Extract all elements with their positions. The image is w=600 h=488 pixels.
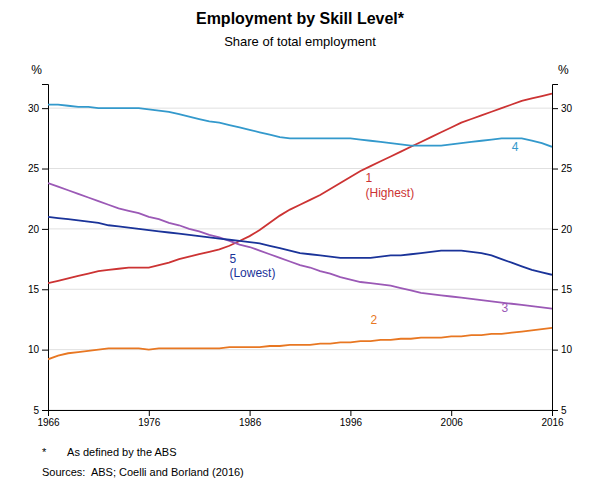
tick: 20 [28,224,48,235]
tick-label: 5 [561,405,567,416]
tick-mark [42,108,48,109]
tick: 2006 [441,410,464,428]
grid [48,108,552,410]
tick: 1976 [138,410,161,428]
lines [48,94,552,360]
tick: 30 [552,103,573,114]
tick-mark [149,410,150,416]
y-axis: 5 10 15 20 25 30 [28,85,49,416]
tick-label: 30 [28,103,40,114]
x-axis: 1966 1976 1986 1996 2006 2016 [37,410,564,428]
tick: 10 [552,344,573,355]
y2-axis-label: % [558,63,569,77]
tick-label: 1996 [340,417,363,428]
tick: 1986 [239,410,262,428]
tick-mark [552,410,558,411]
chart: Employment by Skill Level* Share of total… [0,0,600,488]
annotation: (Lowest) [229,266,275,280]
tick-mark [552,289,558,290]
tick-label: 25 [28,163,40,174]
tick-label: 2006 [441,417,464,428]
tick-mark [42,350,48,351]
series-line [48,217,552,275]
tick-label: 20 [28,224,40,235]
grid-line [48,228,552,229]
plot: 1966197619861996200620165101520253051015… [28,63,573,428]
annotations: 1(Highest) 2 3 4 5(Lowest) [229,140,518,327]
y2-axis-line [553,85,559,411]
tick-mark [42,229,48,230]
tick: 5 [552,405,567,416]
tick-mark [451,410,452,416]
tick: 20 [552,224,573,235]
tick-mark [552,229,558,230]
x-axis-line [49,411,553,417]
tick-mark [250,410,251,416]
tick-label: 15 [561,284,573,295]
tick-label: 1986 [239,417,262,428]
tick: 1996 [340,410,363,428]
tick-label: 10 [561,344,573,355]
subtitle: Share of total employment [224,34,376,49]
annotation: 3 [502,301,509,315]
tick-label: 2016 [541,417,564,428]
title: Employment by Skill Level* [196,10,405,27]
tick: 5 [33,405,48,416]
annotation: 2 [371,313,378,327]
tick-mark [42,289,48,290]
annotation: 5 [229,252,236,266]
y-axis-line [42,85,49,411]
tick: 30 [28,103,48,114]
annotation: (Highest) [366,186,415,200]
tick: 15 [552,284,573,295]
tick-label: 20 [561,224,573,235]
footnote: * As defined by the ABS [42,446,177,458]
grid-line [48,289,552,290]
tick-label: 25 [561,163,573,174]
annotation: 4 [512,140,519,154]
tick: 10 [28,344,48,355]
tick-mark [552,350,558,351]
y-axis-label: % [31,63,42,77]
series-line [48,105,552,147]
footnote: Sources: ABS; Coelli and Borland (2016) [42,466,244,478]
series-line [48,183,552,309]
tick-mark [42,410,48,411]
tick: 25 [552,163,573,174]
annotation: 1 [366,171,373,185]
tick-mark [42,169,48,170]
tick-label: 1966 [37,417,60,428]
y2-axis: 5 10 15 20 25 30 [552,85,573,416]
tick-label: 5 [33,405,39,416]
tick: 25 [28,163,48,174]
tick: 15 [28,284,48,295]
tick-mark [552,169,558,170]
tick-mark [552,108,558,109]
tick: 1966 [37,410,60,428]
tick-label: 30 [561,103,573,114]
series-line [48,328,552,359]
grid-line [48,168,552,169]
tick-mark [350,410,351,416]
tick-label: 1976 [138,417,161,428]
tick-label: 15 [28,284,40,295]
series-line [48,94,552,284]
tick-label: 10 [28,344,40,355]
